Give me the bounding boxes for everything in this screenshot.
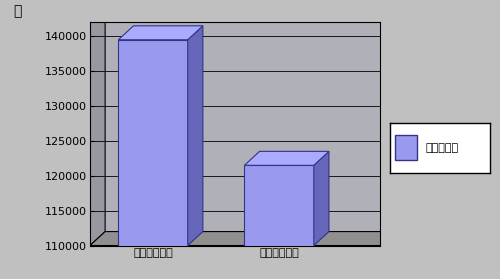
Polygon shape bbox=[90, 232, 395, 246]
Polygon shape bbox=[244, 151, 329, 165]
Polygon shape bbox=[188, 26, 203, 246]
Polygon shape bbox=[118, 26, 203, 40]
Text: 年間光熱費: 年間光熱費 bbox=[425, 143, 458, 153]
Text: 円: 円 bbox=[14, 4, 22, 18]
Polygon shape bbox=[244, 165, 314, 246]
FancyBboxPatch shape bbox=[395, 135, 417, 160]
Polygon shape bbox=[90, 8, 105, 246]
Polygon shape bbox=[314, 151, 329, 246]
Polygon shape bbox=[118, 40, 188, 246]
